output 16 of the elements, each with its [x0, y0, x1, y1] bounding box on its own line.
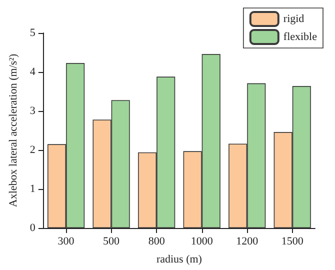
y-tick-label: 4 — [30, 66, 36, 78]
x-tick-label: 1200 — [236, 236, 259, 248]
legend-label: rigid — [283, 13, 305, 25]
x-tick-label: 1000 — [190, 236, 214, 248]
legend-label: flexible — [283, 31, 318, 43]
y-tick-label: 3 — [30, 105, 36, 117]
x-tick-label: 500 — [103, 236, 120, 248]
y-tick-label: 0 — [30, 222, 36, 234]
x-tick-label: 300 — [58, 236, 75, 248]
x-axis-title: radius (m) — [156, 254, 202, 266]
y-tick-label: 1 — [30, 183, 36, 195]
y-tick-label: 5 — [30, 27, 36, 39]
y-axis-title: Axlebox lateral acceleration (m/s²) — [8, 54, 20, 208]
y-tick-label: 2 — [30, 144, 36, 156]
x-tick-label: 800 — [148, 236, 166, 248]
x-tick-label: 1500 — [281, 236, 304, 248]
